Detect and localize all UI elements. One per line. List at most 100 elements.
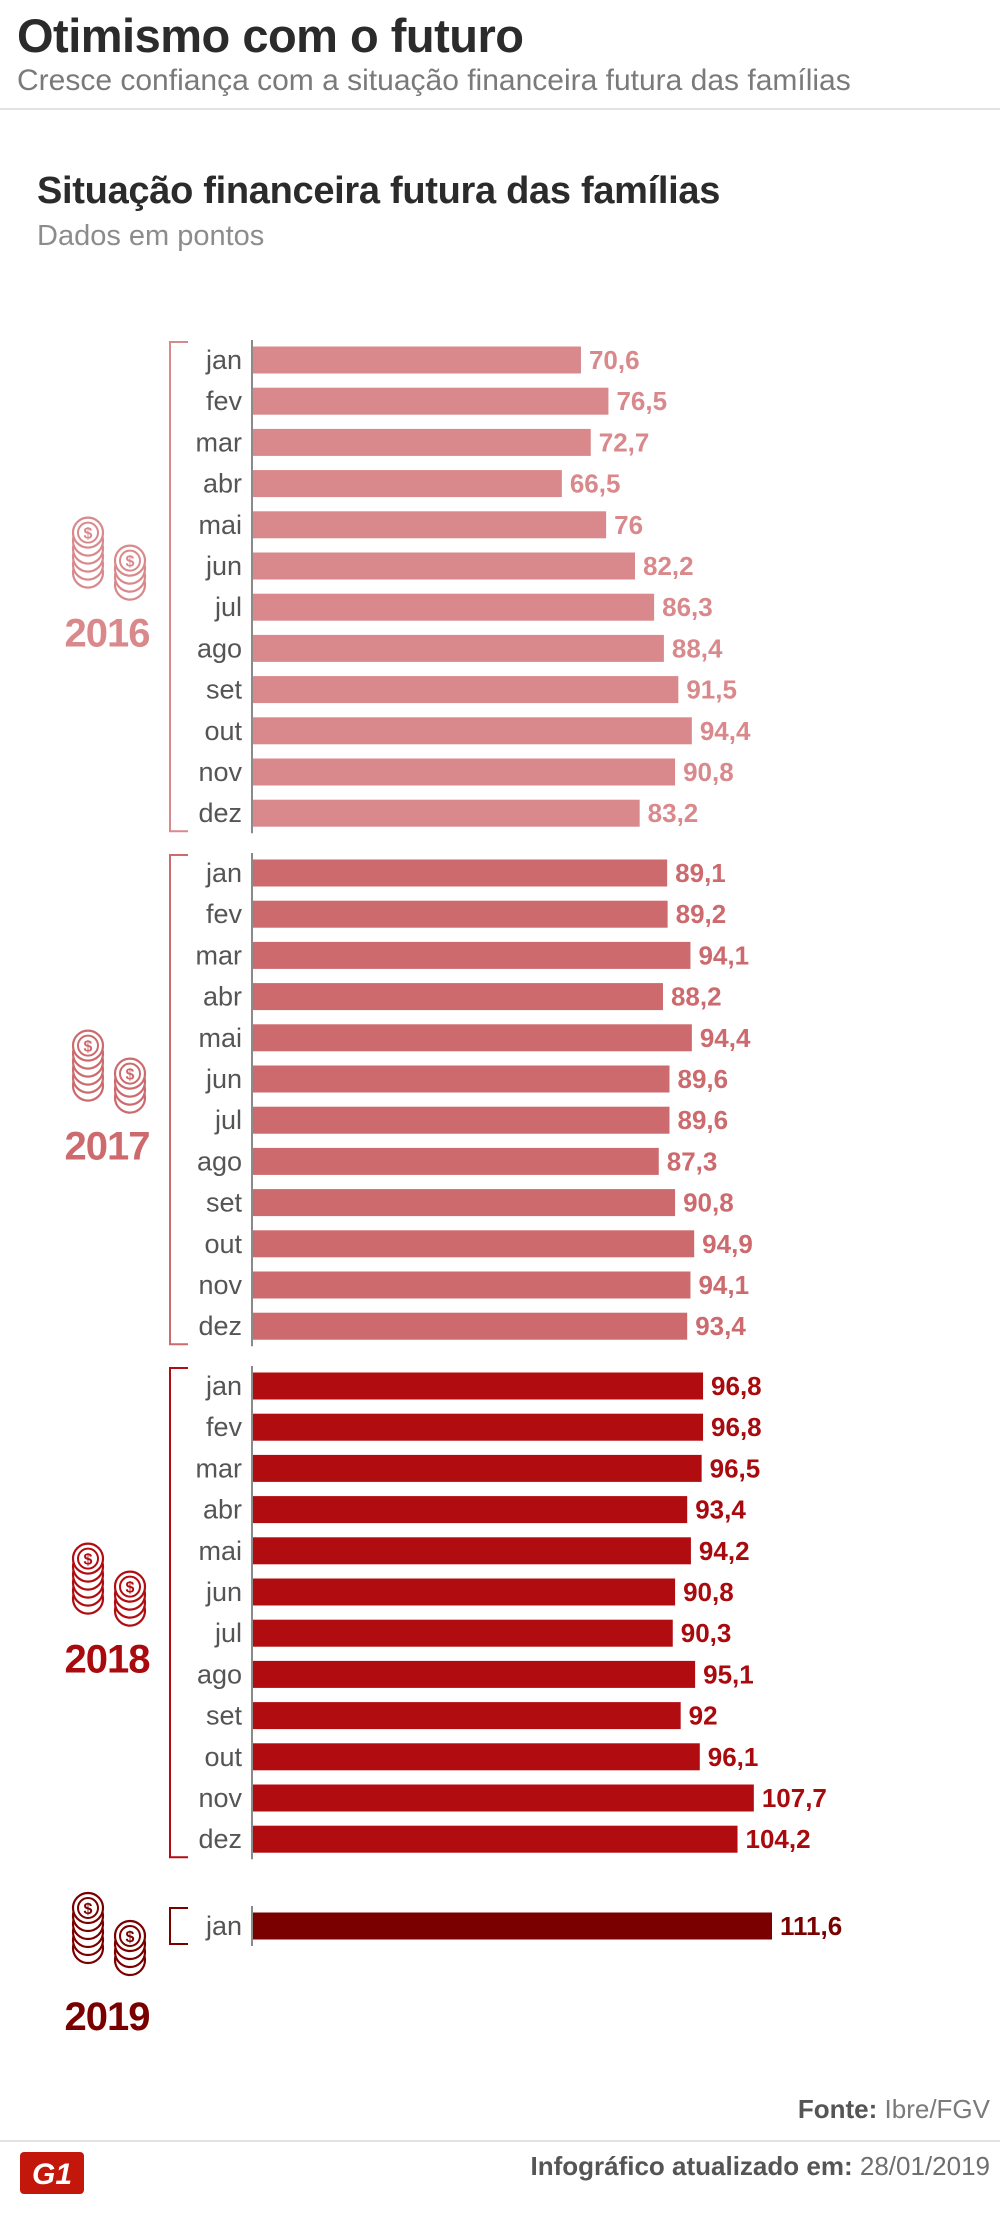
month-label: out — [204, 1742, 242, 1772]
month-label: jan — [205, 1911, 242, 1941]
footer-divider — [0, 2140, 1000, 2142]
value-label: 104,2 — [746, 1824, 811, 1854]
value-label: 96,8 — [711, 1371, 762, 1401]
year-label-2017: 2017 — [65, 1125, 150, 1169]
value-label: 111,6 — [780, 1911, 842, 1941]
month-label: abr — [203, 1495, 242, 1525]
month-label: dez — [198, 1824, 242, 1854]
bar-2018-fev — [252, 1413, 704, 1441]
bar-2017-fev — [252, 900, 668, 928]
month-label: jun — [205, 551, 242, 581]
bar-2018-mai — [252, 1537, 691, 1565]
bar-2016-ago — [252, 634, 664, 662]
updated-value: 28/01/2019 — [859, 2151, 990, 2181]
month-label: out — [204, 1229, 242, 1259]
month-label: mai — [198, 1023, 242, 1053]
value-label: 93,4 — [695, 1495, 746, 1525]
month-label: ago — [197, 1146, 242, 1176]
bar-2016-jun — [252, 552, 636, 580]
value-label: 96,5 — [710, 1453, 761, 1483]
bar-2017-abr — [252, 983, 663, 1011]
value-label: 89,6 — [677, 1064, 728, 1094]
value-label: 88,2 — [671, 982, 722, 1012]
bar-2017-mai — [252, 1024, 692, 1052]
month-label: mar — [196, 427, 243, 457]
month-label: mar — [196, 940, 243, 970]
bar-2018-jan — [252, 1372, 704, 1400]
chart-title: Situação financeira futura das famílias — [37, 170, 721, 212]
month-label: out — [204, 716, 242, 746]
value-label: 95,1 — [703, 1659, 754, 1689]
value-label: 86,3 — [662, 592, 713, 622]
year-group-2018: $ $2018 jan 96,8 fev 96,8 mar 96,5 abr 93,4 mai 94,… — [65, 1367, 827, 1859]
month-label: nov — [198, 1783, 242, 1813]
value-label: 94,1 — [698, 1270, 749, 1300]
bar-2016-mar — [252, 428, 591, 456]
coins-small-2017-coin-face — [119, 1062, 141, 1085]
month-label: abr — [203, 982, 242, 1012]
page-title: Otimismo com o futuro — [17, 9, 524, 62]
bar-2016-set — [252, 676, 679, 704]
value-label: 94,2 — [699, 1536, 750, 1566]
value-label: 82,2 — [643, 551, 694, 581]
bar-2018-abr — [252, 1496, 688, 1524]
month-label: nov — [198, 757, 242, 787]
year-bracket-2018 — [169, 1367, 188, 1859]
bar-2018-dez — [252, 1825, 738, 1853]
coins-small-2018-coin-face — [119, 1575, 141, 1598]
bar-2016-dez — [252, 799, 640, 827]
year-label-2019: 2019 — [65, 1995, 150, 2039]
month-label: dez — [198, 1311, 242, 1341]
value-label: 91,5 — [686, 675, 737, 705]
value-label: 88,4 — [672, 633, 723, 663]
coins-small-2017-dollar-icon: $ — [126, 1067, 135, 1084]
bar-2018-out — [252, 1743, 700, 1771]
year-label-2018: 2018 — [65, 1638, 151, 1682]
bar-2017-nov — [252, 1271, 691, 1299]
bar-2019-jan — [252, 1912, 772, 1940]
month-label: set — [206, 675, 243, 705]
updated-label: Infográfico atualizado em: — [530, 2151, 853, 2181]
value-label: 93,4 — [695, 1311, 746, 1341]
year-bracket-2017 — [169, 854, 188, 1346]
value-label: 94,4 — [700, 1023, 751, 1053]
value-label: 96,8 — [711, 1412, 762, 1442]
value-label: 96,1 — [708, 1742, 759, 1772]
coins-large-2018-coin-face — [77, 1547, 99, 1570]
month-label: jul — [214, 1105, 242, 1135]
bar-2017-jun — [252, 1065, 670, 1093]
value-label: 76 — [614, 510, 643, 540]
month-label: dez — [198, 798, 242, 828]
month-label: ago — [197, 633, 242, 663]
bar-2016-out — [252, 717, 692, 745]
month-label: jul — [214, 1618, 242, 1648]
coins-small-2018-dollar-icon: $ — [126, 1580, 135, 1597]
bar-2017-jan — [252, 859, 668, 887]
value-label: 76,5 — [616, 386, 667, 416]
bar-2016-jan — [252, 346, 581, 374]
coins-large-2018-dollar-icon: $ — [84, 1552, 93, 1569]
month-label: set — [206, 1701, 243, 1731]
year-group-2019: $ $2019 jan 111,6 — [65, 1891, 842, 2039]
source-value: Ibre/FGV — [884, 2094, 990, 2124]
bar-2017-mar — [252, 941, 691, 969]
g1-logo: G1 — [20, 2152, 84, 2194]
month-label: abr — [203, 469, 242, 499]
month-label: jan — [205, 1371, 242, 1401]
page-subtitle: Cresce confiança com a situação financei… — [17, 64, 851, 97]
value-label: 107,7 — [762, 1783, 827, 1813]
month-label: mai — [198, 510, 242, 540]
value-label: 72,7 — [599, 427, 650, 457]
bar-2018-jun — [252, 1578, 676, 1606]
year-label-2016: 2016 — [65, 612, 150, 656]
value-label: 90,8 — [683, 1577, 734, 1607]
value-label: 94,4 — [700, 716, 751, 746]
value-label: 70,6 — [589, 345, 640, 375]
month-label: mai — [198, 1536, 242, 1566]
value-label: 89,1 — [675, 858, 726, 888]
month-label: jan — [205, 858, 242, 888]
year-bracket-2016 — [169, 341, 188, 833]
bar-2016-jul — [252, 593, 655, 621]
bar-2016-mai — [252, 511, 607, 539]
bar-2016-abr — [252, 470, 562, 498]
